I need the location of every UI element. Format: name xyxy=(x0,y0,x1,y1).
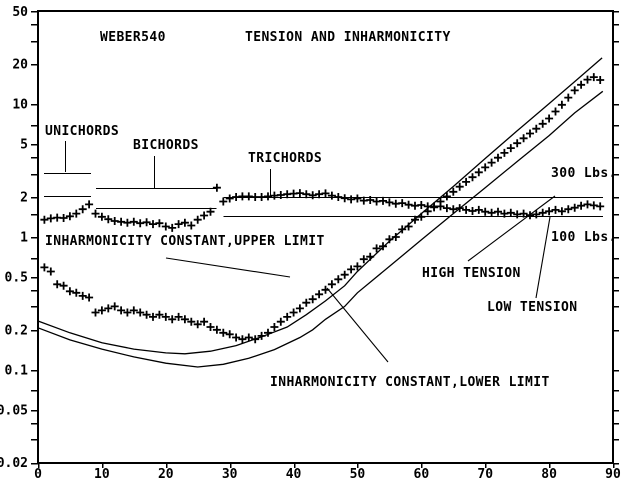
tension-scale-labels: 300 Lbs. 100 Lbs. xyxy=(551,166,617,245)
x-tick-label: 30 xyxy=(222,467,238,480)
inharmonicity-limit-curves xyxy=(37,57,604,368)
x-tick-label: 60 xyxy=(414,467,430,480)
x-tick-label: 20 xyxy=(158,467,174,480)
annotation-leader-line xyxy=(535,216,551,299)
section-label: TRICHORDS xyxy=(248,151,322,166)
inharmonicity_constant_upper_limit-curve xyxy=(37,57,603,355)
y-tick-label: 10 xyxy=(12,98,28,113)
x-tick-label: 70 xyxy=(477,467,493,480)
tension-scale-label: 100 Lbs. xyxy=(551,230,617,245)
inharmonicity_data-plus-markers xyxy=(40,73,605,344)
x-tick-label: 40 xyxy=(286,467,302,480)
annotation-label: LOW TENSION xyxy=(487,300,578,315)
inharmonicity_constant_lower_limit-curve xyxy=(37,90,604,368)
x-axis-ticks: 0 10 20 30 40 50 60 70 80 90 xyxy=(34,463,621,480)
y-tick-label: 50 xyxy=(12,5,28,20)
annotation-label: INHARMONICITY CONSTANT,LOWER LIMIT xyxy=(270,375,550,390)
y-tick-label: 0.05 xyxy=(0,403,28,418)
y-tick-label: 20 xyxy=(12,58,28,73)
tension_data-plus-markers xyxy=(40,183,605,232)
y-tick-label: 5 xyxy=(20,138,28,153)
annotation-label: INHARMONICITY CONSTANT,UPPER LIMIT xyxy=(45,234,325,249)
x-tick-label: 80 xyxy=(541,467,557,480)
annotation-leader-line xyxy=(165,257,291,278)
y-tick-label: 0.02 xyxy=(0,456,28,471)
chart-title-main: TENSION AND INHARMONICITY xyxy=(245,30,451,45)
annotation-leader-line xyxy=(326,287,389,363)
string-section-labels: UNICHORDS BICHORDS TRICHORDS xyxy=(45,124,322,196)
data-point-markers xyxy=(40,73,605,344)
y-axis-ticks: 50 20 10 5 2 1 0.5 0.2 0.1 0.05 0.02 xyxy=(0,5,619,471)
y-tick-label: 1 xyxy=(20,230,28,245)
y-tick-label: 0.1 xyxy=(5,363,29,378)
x-tick-label: 10 xyxy=(94,467,110,480)
annotation-labels: INHARMONICITY CONSTANT,UPPER LIMIT HIGH T… xyxy=(45,195,578,390)
x-tick-label: 90 xyxy=(605,467,621,480)
annotation-label: HIGH TENSION xyxy=(422,266,521,281)
annotation-leader-line xyxy=(467,195,556,262)
chart-title-model: WEBER540 xyxy=(100,30,166,45)
section-label: BICHORDS xyxy=(133,138,199,153)
y-tick-label: 0.2 xyxy=(5,323,28,338)
tension-scale-label: 300 Lbs. xyxy=(551,166,617,181)
section-label: UNICHORDS xyxy=(45,124,119,139)
x-tick-label: 0 xyxy=(34,467,42,480)
x-tick-label: 50 xyxy=(350,467,366,480)
y-tick-label: 0.5 xyxy=(5,270,28,285)
y-tick-label: 2 xyxy=(20,191,28,206)
